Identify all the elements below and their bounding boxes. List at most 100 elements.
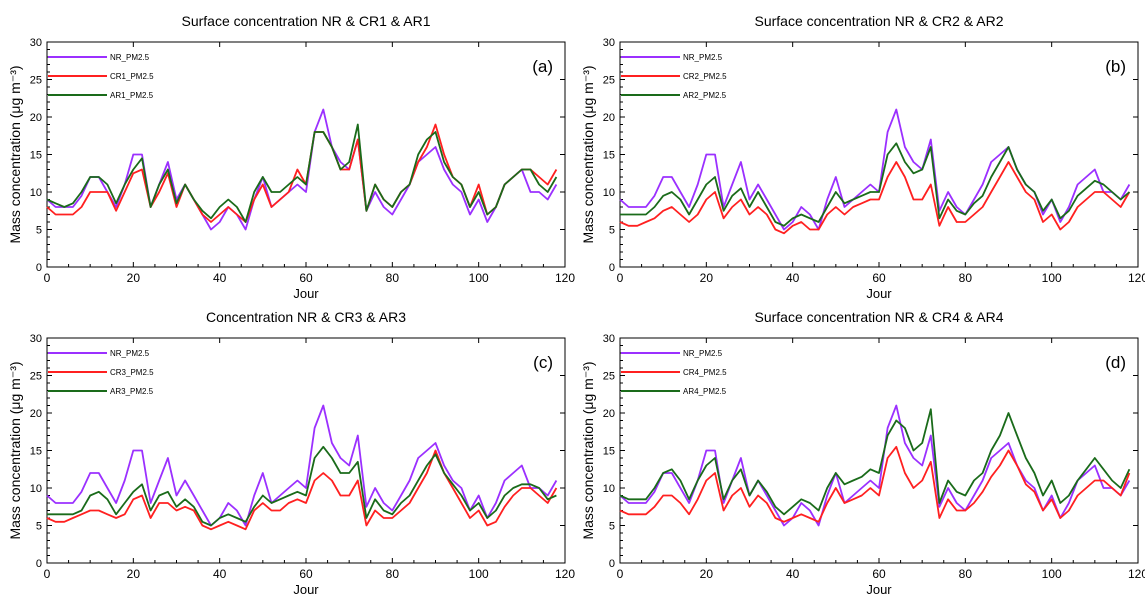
y-tick-label: 25 <box>603 75 615 87</box>
x-tick-label: 80 <box>386 271 400 285</box>
y-tick-label: 20 <box>603 112 615 124</box>
x-tick-label: 60 <box>872 271 886 285</box>
series-line-cr1-pm2-5 <box>46 123 558 223</box>
y-tick-label: 30 <box>30 37 42 49</box>
x-tick-label: 100 <box>469 567 489 581</box>
legend-label: CR1_PM2.5 <box>110 72 154 81</box>
series-line-cr4-pm2-5 <box>619 445 1131 523</box>
y-tick-label: 20 <box>30 408 42 420</box>
x-tick-label: 120 <box>1128 567 1145 581</box>
x-tick-label: 60 <box>872 567 886 581</box>
x-tick-label: 80 <box>959 271 973 285</box>
y-axis-label: Mass concentration (μg m⁻³) <box>580 361 596 539</box>
y-tick-label: 0 <box>609 262 615 274</box>
x-tick-label: 40 <box>786 567 800 581</box>
y-tick-label: 25 <box>30 75 42 87</box>
x-tick-label: 20 <box>700 271 714 285</box>
y-tick-label: 20 <box>30 112 42 124</box>
series-line-ar3-pm2-5 <box>47 445 557 527</box>
series-line-nr-pm2-5 <box>46 404 558 527</box>
series-line-cr3-pm2-5 <box>46 449 558 531</box>
y-tick-label: 25 <box>603 371 615 383</box>
chart-title: Surface concentration NR & CR4 & AR4 <box>754 309 1003 325</box>
legend-label: CR2_PM2.5 <box>683 72 727 81</box>
y-tick-label: 20 <box>603 408 615 420</box>
x-axis-label: Jour <box>293 286 319 301</box>
x-tick-label: 0 <box>617 271 624 285</box>
panel-label: (d) <box>1105 353 1126 372</box>
legend-label: AR4_PM2.5 <box>683 387 727 396</box>
x-tick-label: 40 <box>786 271 800 285</box>
x-tick-label: 20 <box>127 271 141 285</box>
y-axis-label: Mass concentration (μg m⁻³) <box>580 65 596 243</box>
y-tick-label: 30 <box>603 333 615 345</box>
chart-panel-2: Surface concentration NR & CR2 & AR2 0 20 4… <box>580 13 1145 301</box>
y-tick-label: 0 <box>36 558 42 570</box>
y-tick-label: 25 <box>30 371 42 383</box>
x-tick-label: 100 <box>1042 271 1062 285</box>
y-tick-label: 5 <box>609 521 615 533</box>
x-tick-label: 100 <box>1042 567 1062 581</box>
legend-label: AR2_PM2.5 <box>683 91 727 100</box>
x-tick-label: 120 <box>555 567 575 581</box>
y-tick-label: 10 <box>603 483 615 495</box>
y-axis-label: Mass concentration (μg m⁻³) <box>7 361 23 539</box>
x-tick-label: 60 <box>299 271 313 285</box>
legend-label: NR_PM2.5 <box>683 349 723 358</box>
series-line-cr2-pm2-5 <box>619 161 1131 235</box>
x-axis-label: Jour <box>293 582 319 597</box>
y-tick-label: 0 <box>609 558 615 570</box>
series-line-ar1-pm2-5 <box>46 123 558 223</box>
panel-label: (b) <box>1105 57 1126 76</box>
y-tick-label: 30 <box>30 333 42 345</box>
chart-title: Concentration NR & CR3 & AR3 <box>206 309 406 325</box>
y-tick-label: 10 <box>30 187 42 199</box>
legend-label: CR3_PM2.5 <box>110 368 154 377</box>
y-tick-label: 5 <box>36 521 42 533</box>
legend-label: CR4_PM2.5 <box>683 368 727 377</box>
y-tick-label: 15 <box>603 446 615 458</box>
y-axis-label: Mass concentration (μg m⁻³) <box>7 65 23 243</box>
chart-title: Surface concentration NR & CR2 & AR2 <box>754 13 1003 29</box>
x-tick-label: 80 <box>386 567 400 581</box>
y-tick-label: 5 <box>36 225 42 237</box>
legend-label: AR1_PM2.5 <box>110 91 154 100</box>
x-tick-label: 0 <box>617 567 624 581</box>
series-line-nr-pm2-5 <box>619 108 1131 231</box>
x-tick-label: 40 <box>213 567 227 581</box>
y-tick-label: 30 <box>603 37 615 49</box>
y-tick-label: 5 <box>609 225 615 237</box>
legend-label: NR_PM2.5 <box>110 53 150 62</box>
series-line-nr-pm2-5 <box>46 108 558 231</box>
x-tick-label: 100 <box>469 271 489 285</box>
panel-label: (a) <box>532 57 553 76</box>
x-tick-label: 0 <box>44 271 51 285</box>
y-tick-label: 0 <box>36 262 42 274</box>
x-axis-label: Jour <box>866 582 892 597</box>
x-tick-label: 120 <box>1128 271 1145 285</box>
y-tick-label: 10 <box>603 187 615 199</box>
y-tick-label: 15 <box>603 150 615 162</box>
x-axis-label: Jour <box>866 286 892 301</box>
chart-panel-1: Surface concentration NR & CR1 & AR1 0 20 4… <box>7 13 575 301</box>
panel-label: (c) <box>533 353 553 372</box>
y-tick-label: 10 <box>30 483 42 495</box>
x-tick-label: 20 <box>127 567 141 581</box>
x-tick-label: 60 <box>299 567 313 581</box>
x-tick-label: 0 <box>44 567 51 581</box>
legend-label: NR_PM2.5 <box>110 349 150 358</box>
legend-label: AR3_PM2.5 <box>110 387 154 396</box>
legend-label: NR_PM2.5 <box>683 53 723 62</box>
x-tick-label: 120 <box>555 271 575 285</box>
x-tick-label: 80 <box>959 567 973 581</box>
chart-panel-4: Surface concentration NR & CR4 & AR4 0 20 4… <box>580 309 1145 597</box>
x-tick-label: 20 <box>700 567 714 581</box>
x-tick-label: 40 <box>213 271 227 285</box>
chart-title: Surface concentration NR & CR1 & AR1 <box>181 13 430 29</box>
series-line-nr-pm2-5 <box>619 404 1131 527</box>
y-tick-label: 15 <box>30 150 42 162</box>
y-tick-label: 15 <box>30 446 42 458</box>
series-line-ar4-pm2-5 <box>619 408 1131 516</box>
